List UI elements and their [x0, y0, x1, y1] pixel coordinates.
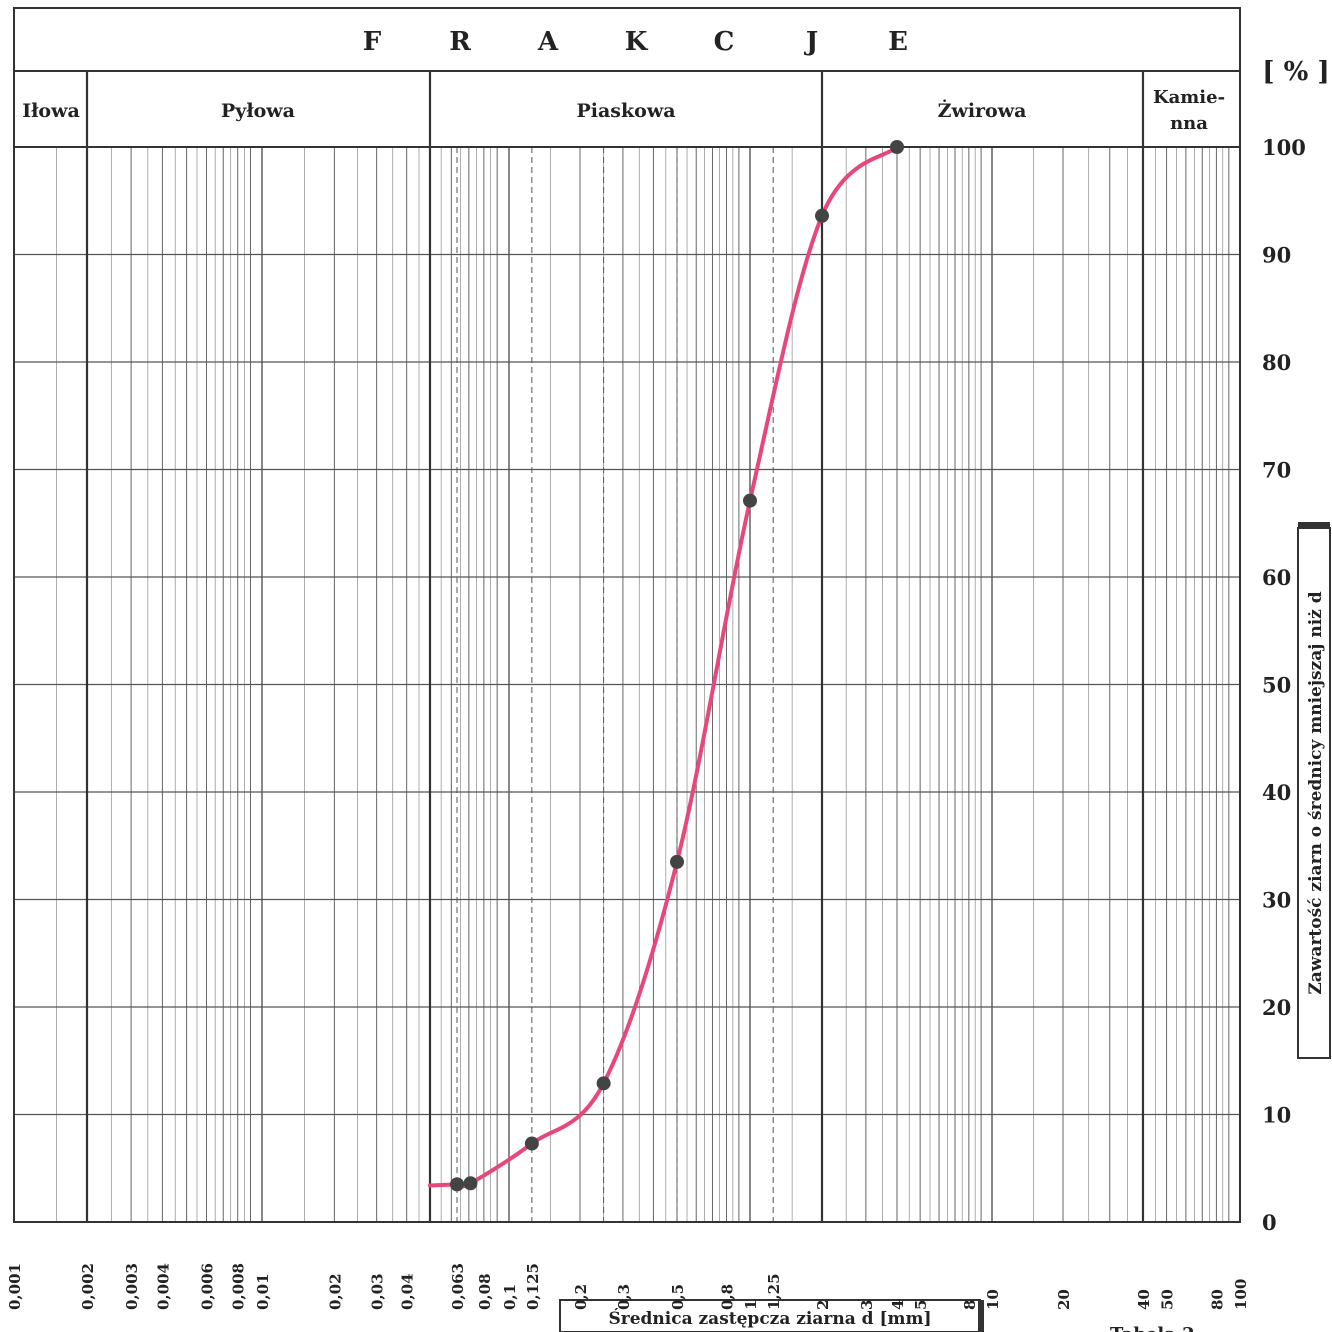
title-letter-c: C	[714, 27, 735, 57]
data-point	[463, 1176, 478, 1191]
x-axis-title-box: Średnica zastępcza ziarna d [mm]	[559, 1299, 984, 1332]
x-tick-label: 0,08	[476, 1273, 494, 1310]
footer-label: Tabela 2	[1110, 1324, 1195, 1332]
y-tick-label: 20	[1262, 995, 1291, 1020]
grading-curve	[428, 145, 899, 1189]
x-tick-label: 0,02	[326, 1273, 344, 1310]
x-tick-label: 0,04	[399, 1273, 417, 1310]
title-letter-r: R	[449, 27, 471, 57]
data-point	[815, 208, 830, 223]
y-unit-label: [ % ]	[1262, 57, 1329, 87]
x-tick-label: 1	[742, 1300, 760, 1310]
footer: Tabela 2	[1110, 1324, 1195, 1332]
x-tick-label: 0,8	[718, 1284, 736, 1310]
x-tick-label: 4	[889, 1300, 907, 1310]
data-point	[669, 854, 684, 869]
grid	[13, 146, 1240, 1223]
y-tick-label: 10	[1262, 1103, 1291, 1128]
data-point	[596, 1076, 611, 1091]
header-frame: F R A K C J E Iłowa Pyłowa Piaskowa Żwir…	[13, 7, 1330, 1223]
x-tick-label: 0,002	[79, 1263, 97, 1310]
chart-frame	[13, 7, 1241, 1223]
y-tick-label: 40	[1262, 780, 1291, 805]
fraction-label-piaskowa: Piaskowa	[576, 100, 675, 122]
y-tick-label: 60	[1262, 565, 1291, 590]
y-axis-title-box: Zawartość ziarn o średnicy mniejszaj niż…	[1297, 522, 1331, 1059]
x-tick-label: 80	[1208, 1289, 1226, 1310]
data-point	[889, 140, 904, 154]
data-point	[450, 1177, 465, 1192]
x-tick-label: 0,006	[198, 1263, 216, 1310]
title-letter-k: K	[625, 27, 649, 57]
x-tick-label: 1,25	[765, 1273, 783, 1310]
x-tick-label: 0,003	[123, 1263, 141, 1310]
y-tick-label: 0	[1262, 1210, 1277, 1235]
data-point	[743, 493, 757, 508]
axes: Średnica zastępcza ziarna d [mm] Zawarto…	[6, 135, 1331, 1332]
y-tick-label: 30	[1262, 888, 1291, 913]
y-tick-label: 70	[1262, 458, 1291, 483]
title-letter-e: E	[888, 27, 908, 57]
x-tick-label: 0,03	[369, 1273, 387, 1310]
x-tick-label: 100	[1232, 1279, 1250, 1310]
x-tick-label: 0,01	[254, 1273, 272, 1310]
x-tick-label: 0,125	[524, 1263, 542, 1310]
data-point	[524, 1136, 539, 1151]
x-tick-label: 0,1	[501, 1284, 519, 1310]
fraction-label-pylowa: Pyłowa	[221, 100, 295, 122]
x-tick-label: 0,5	[669, 1284, 687, 1310]
x-axis-title: Średnica zastępcza ziarna d [mm]	[608, 1308, 931, 1329]
x-tick-label: 20	[1055, 1289, 1073, 1310]
x-tick-label: 3	[858, 1300, 876, 1310]
x-tick-label: 5	[912, 1300, 930, 1310]
x-tick-label: 0,3	[615, 1284, 633, 1310]
y-tick-label: 80	[1262, 350, 1291, 375]
y-tick-label: 90	[1262, 243, 1291, 268]
fraction-label-ilowa: Iłowa	[22, 100, 80, 122]
fraction-label-kamienna-2: nna	[1170, 113, 1208, 134]
title-letter-a: A	[537, 27, 559, 57]
x-tick-label: 0,063	[449, 1263, 467, 1310]
x-tick-label: 0,2	[572, 1284, 590, 1310]
x-tick-label: 0,001	[6, 1263, 24, 1310]
x-tick-label: 50	[1159, 1289, 1177, 1310]
x-tick-label: 2	[814, 1300, 832, 1310]
series	[428, 140, 904, 1192]
title-letter-j: J	[804, 27, 818, 57]
title-letter-f: F	[363, 27, 382, 57]
x-tick-label: 8	[961, 1300, 979, 1310]
fraction-label-zwirowa: Żwirowa	[938, 99, 1027, 122]
x-tick-label: 40	[1135, 1289, 1153, 1310]
y-tick-label: 100	[1262, 135, 1306, 160]
x-tick-label: 0,008	[230, 1263, 248, 1310]
x-tick-label: 0,004	[154, 1263, 172, 1310]
y-axis-title: Zawartość ziarn o średnicy mniejszaj niż…	[1306, 591, 1326, 994]
x-tick-label: 10	[984, 1289, 1002, 1310]
fraction-label-kamienna-1: Kamie-	[1153, 87, 1225, 108]
y-tick-label: 50	[1262, 673, 1291, 698]
